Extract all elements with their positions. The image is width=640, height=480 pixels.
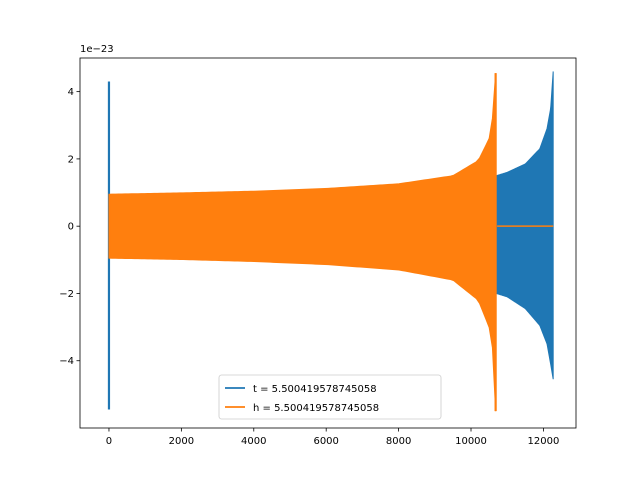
y-offset-text: 1e−23 bbox=[80, 44, 114, 55]
x-axis: 0 2000 4000 6000 8000 10000 12000 bbox=[106, 428, 560, 447]
y-tick-label: −2 bbox=[59, 289, 74, 300]
legend-label: t = 5.500419578745058 bbox=[253, 384, 377, 395]
plot-frame bbox=[79, 57, 577, 429]
legend-label: h = 5.500419578745058 bbox=[253, 403, 379, 414]
legend-box bbox=[218, 374, 442, 420]
x-tick-label: 8000 bbox=[386, 436, 411, 447]
series-layer bbox=[107, 71, 554, 412]
y-tick-label: 2 bbox=[68, 154, 74, 165]
y-tick-label: 4 bbox=[68, 87, 74, 98]
x-tick-label: 6000 bbox=[313, 436, 338, 447]
y-tick-label: 0 bbox=[68, 222, 74, 233]
series-band bbox=[495, 71, 554, 380]
series-h bbox=[108, 73, 554, 412]
y-axis: −4 −2 0 2 4 bbox=[59, 87, 80, 367]
x-tick-label: 12000 bbox=[528, 436, 560, 447]
x-tick-label: 4000 bbox=[241, 436, 266, 447]
x-tick-label: 10000 bbox=[455, 436, 487, 447]
y-tick-label: −4 bbox=[59, 356, 74, 367]
x-tick-label: 2000 bbox=[169, 436, 194, 447]
legend: t = 5.500419578745058 h = 5.5004195787450… bbox=[218, 374, 442, 420]
x-tick-label: 0 bbox=[106, 436, 112, 447]
